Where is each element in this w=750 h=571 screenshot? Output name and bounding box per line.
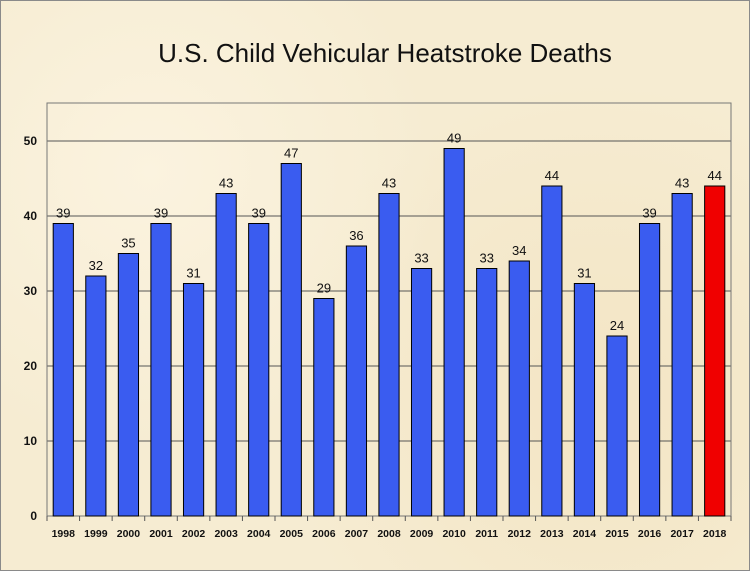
bar-1998: [52, 223, 74, 517]
x-tick-label-2013: 2013: [540, 528, 564, 540]
bar-2009: [410, 268, 433, 517]
y-tick-label: 10: [24, 434, 38, 448]
bar-2018: [704, 185, 726, 517]
bar-2010: [443, 148, 465, 517]
bar-2017: [671, 193, 693, 517]
data-labels: 39 32 35 39 31 43 39 47 29 36 43 33 49 33 34 44 31 24 39 43…: [56, 131, 722, 334]
data-label-2011: 33: [479, 251, 493, 266]
x-tick-label-2005: 2005: [280, 528, 304, 540]
data-label-2013: 44: [545, 168, 559, 183]
bar-2002: [182, 283, 205, 517]
bar-2007: [345, 245, 368, 517]
data-label-2006: 29: [317, 281, 331, 296]
bar-2014: [573, 283, 596, 517]
bar-2001: [150, 223, 172, 517]
y-tick-label: 0: [30, 509, 37, 523]
y-tick-label: 20: [24, 359, 38, 373]
x-axis: 1998 1999 2000 2001 2002 2003 2004 2005 2006 2007…: [46, 516, 732, 540]
x-tick-label-2015: 2015: [605, 528, 629, 540]
x-tick-label-2001: 2001: [149, 528, 173, 540]
data-label-1999: 32: [89, 258, 103, 273]
data-label-2008: 43: [382, 176, 396, 191]
x-tick-label-2017: 2017: [670, 528, 694, 540]
x-tick-label-2018: 2018: [703, 528, 727, 540]
data-label-2015: 24: [610, 318, 624, 333]
x-tick-label-2009: 2009: [410, 528, 434, 540]
x-tick-label-2008: 2008: [377, 528, 401, 540]
data-label-2009: 33: [414, 251, 428, 266]
data-label-2007: 36: [349, 228, 363, 243]
bar-2006: [313, 298, 335, 517]
x-tick-label-2004: 2004: [247, 528, 271, 540]
data-label-2002: 31: [186, 266, 200, 281]
data-label-2001: 39: [154, 206, 168, 221]
x-tick-label-2014: 2014: [573, 528, 597, 540]
data-label-2017: 43: [675, 176, 689, 191]
x-tick-label-2000: 2000: [117, 528, 141, 540]
data-label-2003: 43: [219, 176, 233, 191]
data-label-2004: 39: [251, 206, 265, 221]
x-tick-label-2006: 2006: [312, 528, 336, 540]
x-tick-label-2010: 2010: [442, 528, 466, 540]
bar-2012: [508, 260, 530, 517]
x-tick-label-1999: 1999: [84, 528, 108, 540]
bar-1999: [85, 275, 107, 517]
data-label-2012: 34: [512, 243, 526, 258]
bars: [52, 148, 726, 517]
x-tick-label-1998: 1998: [52, 528, 76, 540]
bar-2008: [378, 193, 400, 517]
data-label-2010: 49: [447, 131, 461, 146]
bar-2000: [117, 253, 140, 517]
data-label-2014: 31: [577, 266, 591, 281]
chart-title: U.S. Child Vehicular Heatstroke Deaths: [158, 38, 612, 68]
x-tick-label-2003: 2003: [214, 528, 238, 540]
data-label-2016: 39: [642, 206, 656, 221]
bar-2013: [541, 185, 563, 517]
y-tick-label: 40: [24, 209, 38, 223]
y-tick-label: 50: [24, 134, 38, 148]
bar-2015: [606, 335, 628, 517]
data-label-2000: 35: [121, 236, 135, 251]
data-label-2018: 44: [707, 168, 721, 183]
data-label-1998: 39: [56, 206, 70, 221]
data-label-2005: 47: [284, 146, 298, 161]
bar-2003: [215, 193, 237, 517]
x-tick-label-2011: 2011: [475, 528, 498, 540]
x-tick-label-2007: 2007: [345, 528, 369, 540]
y-tick-label: 30: [24, 284, 38, 298]
x-tick-label-2016: 2016: [638, 528, 662, 540]
x-tick-label-2002: 2002: [182, 528, 206, 540]
y-axis: 0 10 20 30 40 50: [24, 134, 38, 523]
bar-2011: [476, 268, 498, 517]
bar-2005: [280, 163, 302, 517]
bar-2016: [638, 223, 661, 517]
x-tick-label-2012: 2012: [508, 528, 532, 540]
bar-2004: [248, 223, 270, 517]
